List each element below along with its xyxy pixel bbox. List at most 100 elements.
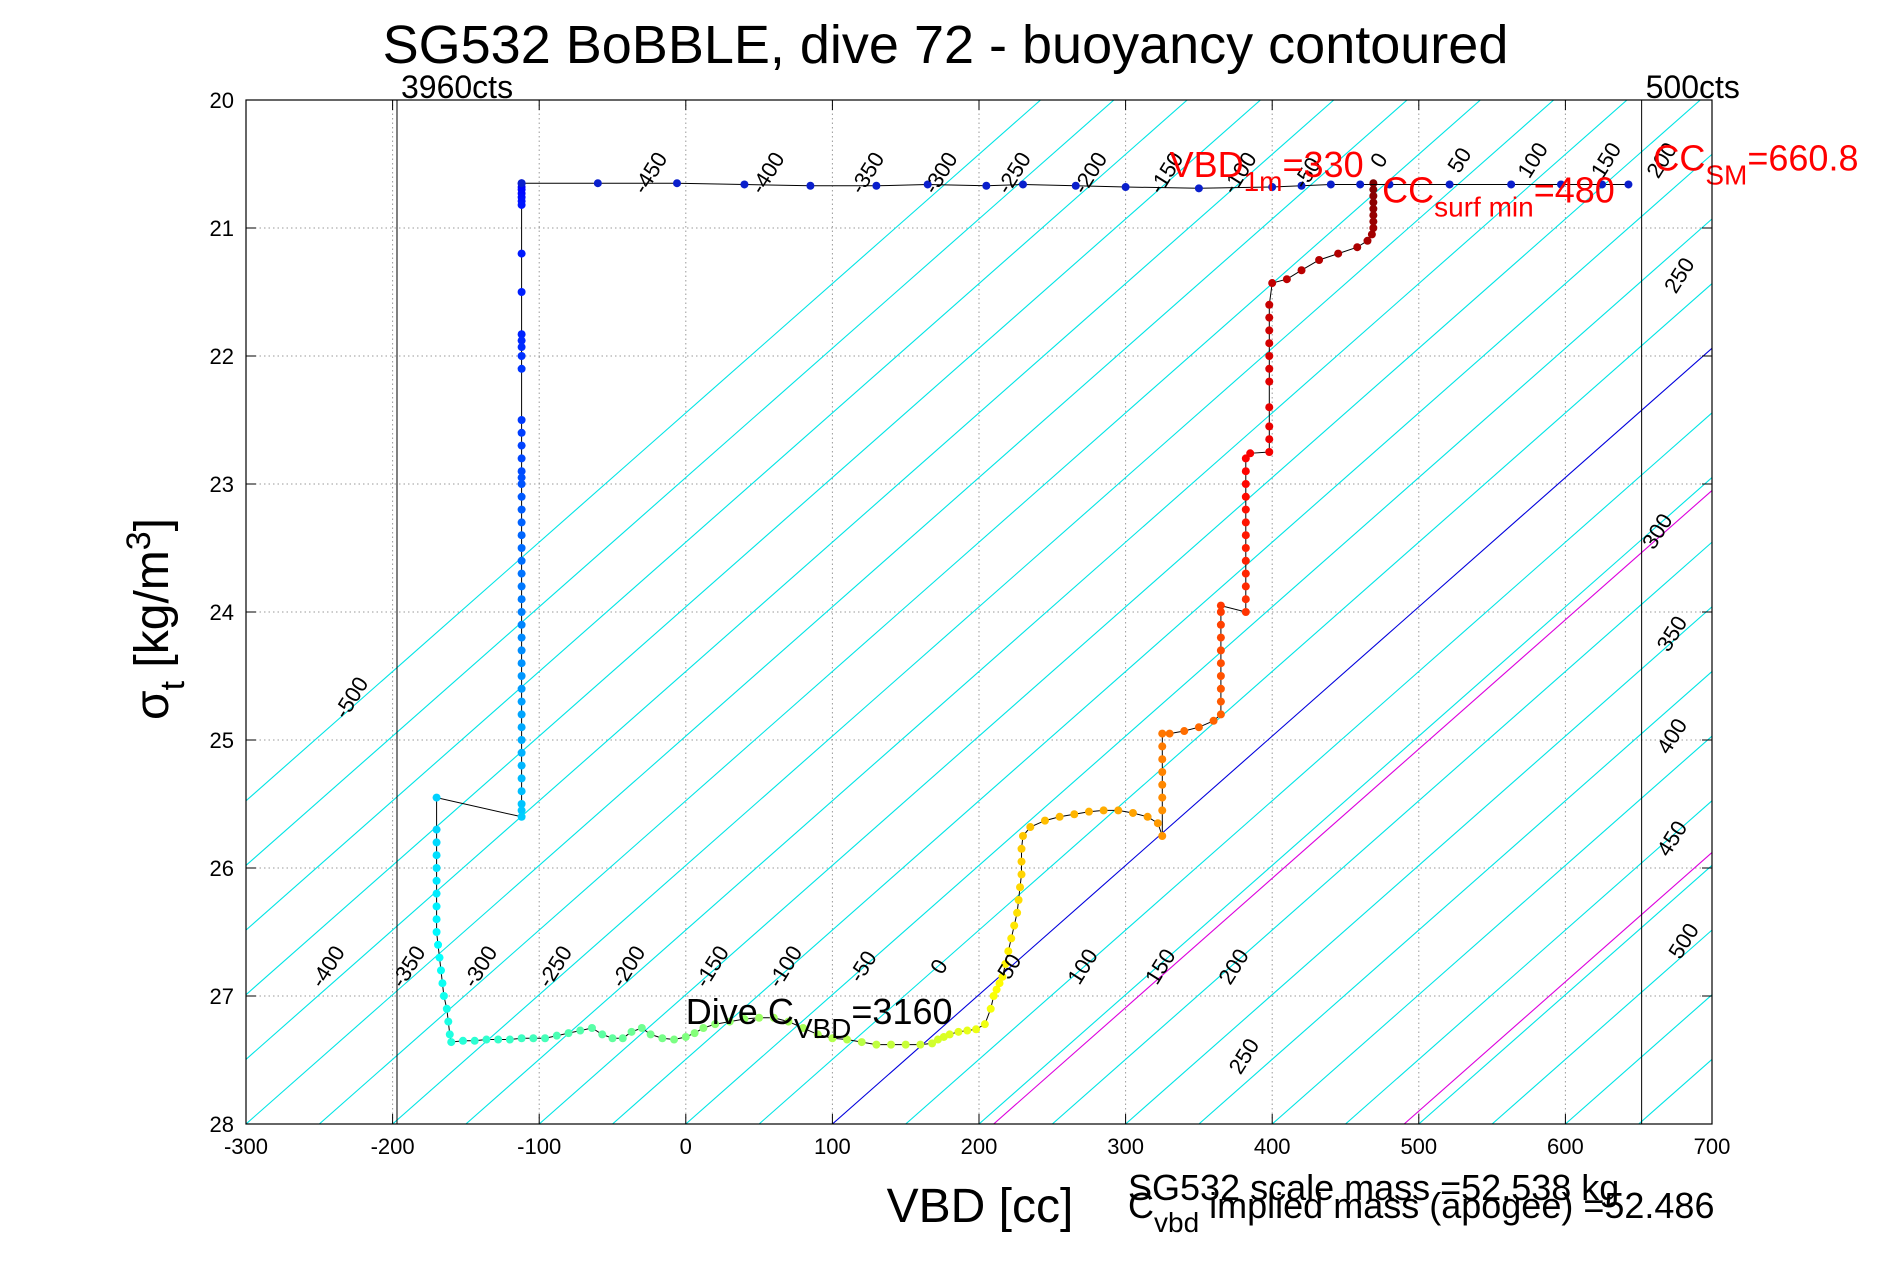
annotation: CCSM=660.8	[1653, 137, 1858, 190]
data-point	[587, 1024, 596, 1032]
contour-label: -300	[458, 941, 503, 992]
data-point	[1241, 505, 1250, 514]
data-point	[1334, 249, 1343, 258]
contour-label: -250	[991, 148, 1036, 199]
y-tick-label: 24	[210, 600, 234, 625]
data-point	[593, 179, 602, 188]
axis-labels: VBD [cc] σt [kg/m3]	[120, 518, 1073, 1233]
data-point	[1158, 755, 1167, 764]
data-point	[1018, 832, 1027, 840]
data-point	[470, 1036, 479, 1045]
data-point	[670, 1035, 679, 1044]
data-point	[1216, 646, 1225, 655]
data-point	[1367, 230, 1376, 239]
annotation: CCsurf min=480	[1382, 169, 1615, 222]
data-point	[517, 505, 526, 514]
data-point	[517, 343, 526, 352]
data-point	[541, 1034, 550, 1043]
data-point	[1315, 256, 1324, 264]
data-point	[1194, 723, 1203, 732]
data-point	[517, 812, 526, 821]
contour-line	[1271, 735, 1712, 1124]
contour-line	[246, 100, 1261, 996]
data-point	[1143, 812, 1152, 821]
data-point	[517, 723, 526, 732]
data-point	[505, 1035, 514, 1044]
data-point	[980, 1020, 989, 1029]
data-point	[1216, 601, 1225, 610]
data-point	[1216, 684, 1225, 693]
data-point	[608, 1034, 617, 1043]
contour-label: -200	[1068, 148, 1113, 199]
contour-label: -50	[844, 946, 882, 986]
data-point	[1007, 934, 1016, 943]
data-point	[1265, 326, 1274, 335]
data-point	[1180, 727, 1189, 736]
data-point	[1265, 364, 1274, 373]
x-tick-label: 100	[814, 1134, 851, 1159]
data-point	[699, 1024, 708, 1032]
data-point	[432, 864, 441, 872]
y-tick-label: 26	[210, 856, 234, 881]
data-point	[436, 966, 445, 975]
data-point	[1241, 608, 1250, 616]
data-point	[517, 364, 526, 373]
data-point	[517, 787, 526, 796]
data-point	[1353, 243, 1362, 252]
data-point	[517, 454, 526, 463]
contour-line	[1638, 1058, 1712, 1124]
data-point	[517, 710, 526, 719]
series-line	[436, 183, 1374, 1046]
contour-line	[905, 412, 1712, 1124]
data-point	[963, 1026, 972, 1035]
contour-line	[978, 476, 1712, 1124]
data-point	[1268, 279, 1277, 288]
data-point	[887, 1040, 896, 1049]
data-point	[681, 1032, 690, 1041]
data-point	[1216, 710, 1225, 719]
data-point	[517, 200, 526, 209]
data-point	[1209, 716, 1218, 725]
contour-line	[1491, 929, 1712, 1124]
data-series	[432, 179, 1633, 1049]
data-point	[872, 1040, 881, 1049]
contour-line	[246, 100, 1188, 931]
data-point	[1216, 633, 1225, 642]
data-point	[1356, 180, 1365, 189]
data-point	[517, 736, 526, 744]
contour-line	[1051, 541, 1712, 1124]
data-point	[1265, 448, 1274, 456]
data-point	[1158, 793, 1167, 802]
data-point	[1216, 672, 1225, 680]
data-point	[517, 330, 526, 339]
data-point	[1557, 180, 1566, 189]
data-point	[1297, 181, 1306, 190]
data-point	[1016, 883, 1025, 892]
data-point	[982, 181, 991, 190]
data-point	[447, 1038, 456, 1047]
data-point	[1265, 339, 1274, 348]
x-tick-label: -100	[517, 1134, 561, 1159]
y-tick-label: 27	[210, 984, 234, 1009]
data-point	[517, 774, 526, 783]
y-tick-label: 20	[210, 88, 234, 113]
data-point	[799, 1024, 808, 1032]
data-point	[1004, 947, 1013, 956]
data-point	[1216, 620, 1225, 629]
data-point	[1158, 768, 1167, 776]
contour-line	[1418, 864, 1712, 1124]
data-point	[992, 985, 1001, 994]
data-point	[1598, 180, 1607, 189]
data-point	[432, 902, 441, 911]
data-point	[1268, 183, 1277, 192]
contour-line	[538, 100, 1701, 1124]
data-point	[1241, 492, 1250, 501]
data-point	[529, 1034, 538, 1043]
data-point	[517, 672, 526, 680]
contour-line	[1711, 1123, 1712, 1124]
data-point	[576, 1026, 585, 1035]
data-point	[517, 620, 526, 629]
data-point	[1265, 300, 1274, 309]
y-axis-label: σt [kg/m3]	[120, 518, 192, 720]
